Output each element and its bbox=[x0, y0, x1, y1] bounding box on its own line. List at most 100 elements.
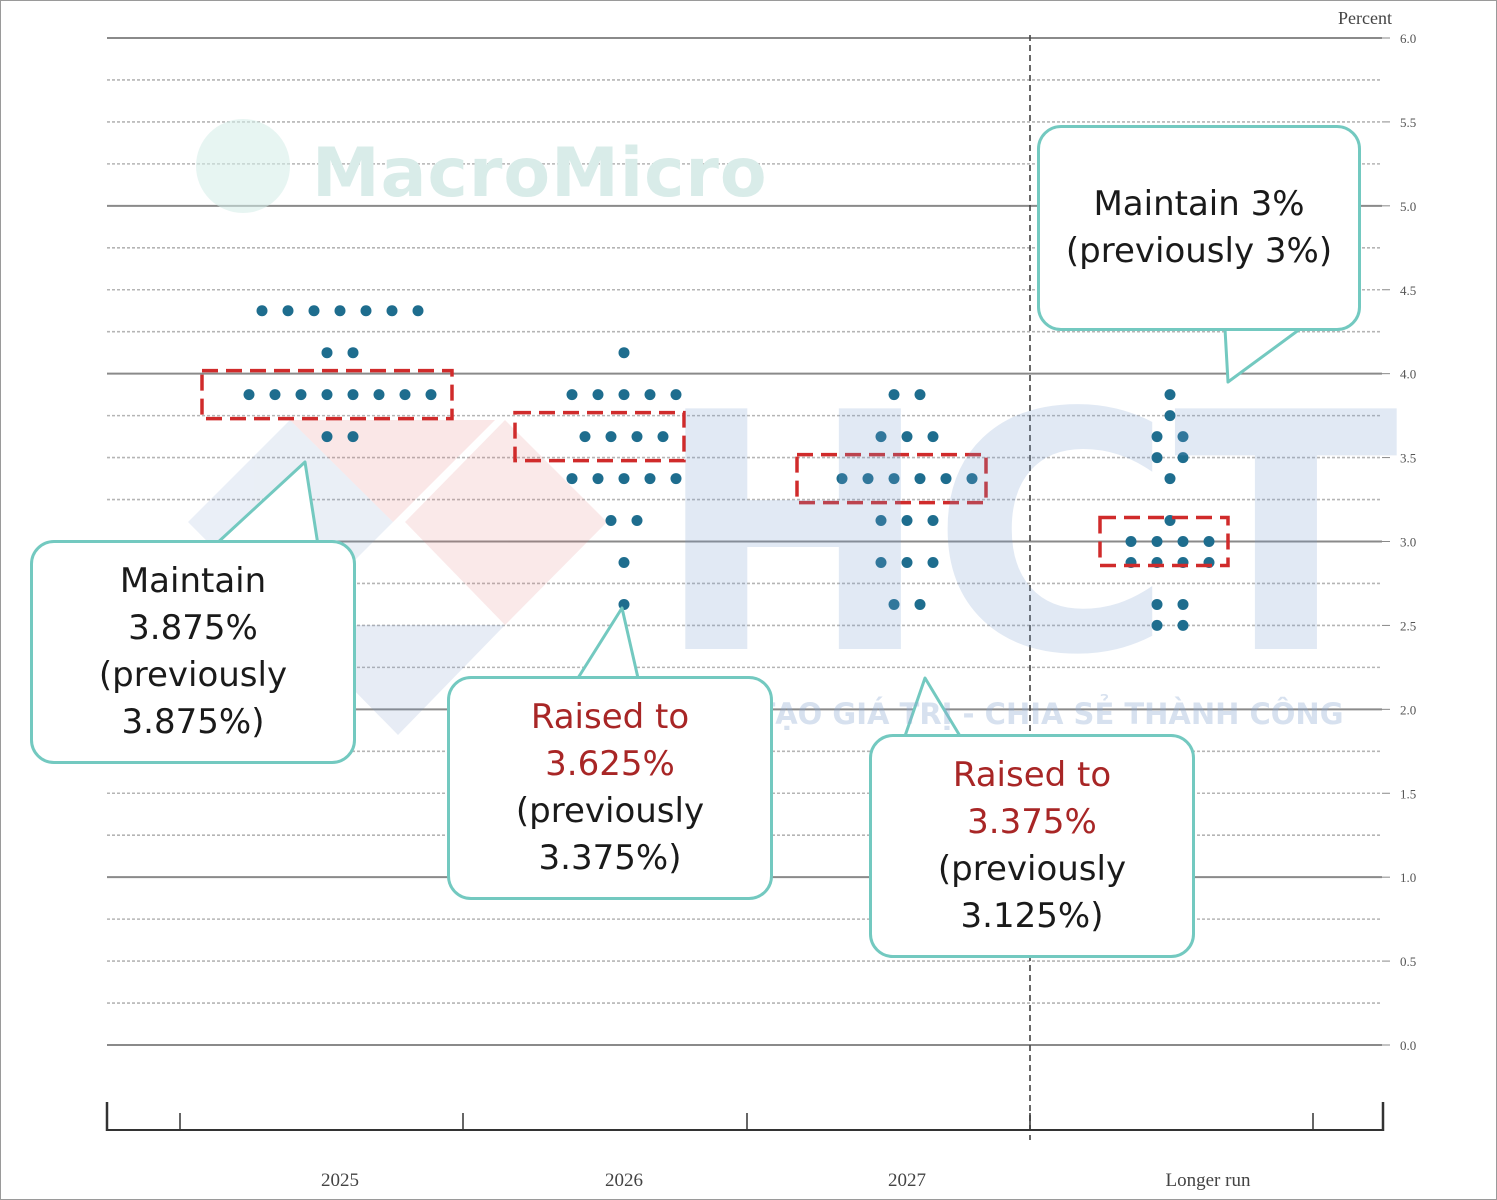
dots-layer bbox=[243, 305, 1215, 631]
dot bbox=[618, 473, 630, 485]
dot bbox=[1177, 452, 1189, 464]
dot bbox=[618, 556, 630, 568]
dot bbox=[566, 473, 578, 485]
callout-2027-line-4: 3.125%) bbox=[960, 896, 1104, 936]
callout-pointers bbox=[213, 327, 1302, 738]
dot bbox=[1151, 536, 1163, 547]
dot bbox=[1164, 473, 1176, 485]
hct-tagline-watermark: KIẾN TẠO GIÁ TRỊ - CHIA SẺ THÀNH CÔNG bbox=[668, 697, 1344, 731]
dot bbox=[670, 389, 682, 401]
dot bbox=[927, 431, 939, 443]
callout-longer-run-line-1: Maintain 3% bbox=[1093, 184, 1305, 224]
dot bbox=[605, 515, 617, 527]
x-category-label: 2027 bbox=[888, 1170, 926, 1191]
dot bbox=[1151, 431, 1163, 443]
highlight-boxes bbox=[200, 368, 1230, 568]
callout-2027-line-2: 3.375% bbox=[967, 802, 1097, 842]
x-category-label: 2026 bbox=[605, 1170, 643, 1191]
callout-2026-line-3: (previously bbox=[515, 791, 705, 831]
dot bbox=[321, 347, 333, 359]
x-category-label: Longer run bbox=[1166, 1170, 1251, 1191]
dot bbox=[308, 305, 320, 317]
y-tick-label: 3.0 bbox=[1400, 535, 1416, 550]
dot bbox=[566, 389, 578, 401]
hct-watermark-text: HCT bbox=[655, 343, 1399, 727]
callout-2027: Raised to 3.375% (previously 3.125%) bbox=[869, 734, 1195, 958]
x-category-label: 2025 bbox=[321, 1170, 359, 1191]
dot bbox=[914, 473, 926, 485]
dot bbox=[1164, 389, 1176, 401]
dot bbox=[875, 556, 887, 568]
dot bbox=[605, 431, 617, 443]
dot bbox=[256, 305, 268, 317]
dot bbox=[888, 389, 900, 401]
y-tick-label: 1.5 bbox=[1400, 786, 1416, 801]
dot bbox=[914, 598, 926, 610]
y-tick-label: 2.5 bbox=[1400, 618, 1416, 633]
dot bbox=[927, 515, 939, 527]
dot bbox=[282, 305, 294, 317]
dot bbox=[425, 389, 437, 401]
dot bbox=[862, 473, 874, 485]
callout-2025-line-2: 3.875% bbox=[128, 608, 258, 648]
dot bbox=[399, 389, 411, 401]
dot bbox=[1125, 536, 1137, 547]
dot bbox=[631, 515, 643, 527]
y-axis-unit-label: Percent bbox=[1338, 8, 1392, 28]
dot bbox=[657, 431, 669, 443]
x-axis: 2025 2026 2027 Longer run bbox=[105, 1102, 1385, 1191]
dot bbox=[927, 556, 939, 568]
callout-2027-line-1: Raised to bbox=[952, 755, 1112, 795]
y-tick-label: 5.5 bbox=[1400, 115, 1416, 130]
highlight-box bbox=[513, 410, 686, 463]
dot bbox=[888, 473, 900, 485]
dot bbox=[347, 389, 359, 401]
dot bbox=[901, 556, 913, 568]
dot bbox=[901, 431, 913, 443]
callout-longer-run: Maintain 3% (previously 3%) bbox=[1037, 125, 1361, 331]
dot bbox=[1151, 619, 1163, 631]
dot bbox=[269, 389, 281, 401]
dot bbox=[360, 305, 372, 317]
y-tick-label: 6.0 bbox=[1400, 31, 1416, 46]
y-axis: 0.0 0.5 1.0 1.5 2.0 2.5 3.0 3.5 4.0 4.5 5.0 5.5 6.0 P… bbox=[1338, 8, 1416, 1053]
y-tick-label: 4.5 bbox=[1400, 283, 1416, 298]
y-tick-label: 0.0 bbox=[1400, 1038, 1416, 1053]
callout-2025: Maintain 3.875% (previously 3.875%) bbox=[30, 540, 356, 764]
y-tick-label: 0.5 bbox=[1400, 954, 1416, 969]
dot bbox=[914, 389, 926, 401]
highlight-box bbox=[200, 368, 454, 421]
callout-2026-pointer bbox=[576, 606, 640, 680]
dot bbox=[243, 389, 255, 401]
y-tick-label: 3.5 bbox=[1400, 451, 1416, 466]
callout-2026: Raised to 3.625% (previously 3.375%) bbox=[447, 676, 773, 900]
dot bbox=[334, 305, 346, 317]
callout-2027-line-3: (previously bbox=[937, 849, 1127, 889]
dot bbox=[347, 347, 359, 359]
y-tick-label: 2.0 bbox=[1400, 702, 1416, 717]
callout-2026-line-4: 3.375%) bbox=[538, 838, 682, 878]
dot bbox=[579, 431, 591, 443]
dot bbox=[1151, 452, 1163, 464]
dot bbox=[644, 473, 656, 485]
dot bbox=[412, 305, 424, 317]
dot bbox=[1177, 536, 1189, 547]
dot bbox=[836, 473, 848, 485]
dot bbox=[373, 389, 385, 401]
dot bbox=[321, 431, 333, 443]
dot bbox=[1177, 431, 1189, 443]
y-tick-label: 1.0 bbox=[1400, 870, 1416, 885]
hct-diamond-red bbox=[405, 420, 607, 625]
dot bbox=[592, 389, 604, 401]
dot bbox=[321, 389, 333, 401]
dot bbox=[386, 305, 398, 317]
callout-2026-line-2: 3.625% bbox=[545, 744, 675, 784]
dot bbox=[295, 389, 307, 401]
dot bbox=[1177, 598, 1189, 610]
dot bbox=[966, 473, 978, 485]
highlight-box bbox=[1098, 515, 1230, 568]
dot bbox=[888, 598, 900, 610]
callout-2025-line-3: (previously bbox=[98, 655, 288, 695]
callout-longer-run-line-2: (previously 3%) bbox=[1065, 231, 1333, 271]
dot bbox=[1164, 410, 1176, 422]
